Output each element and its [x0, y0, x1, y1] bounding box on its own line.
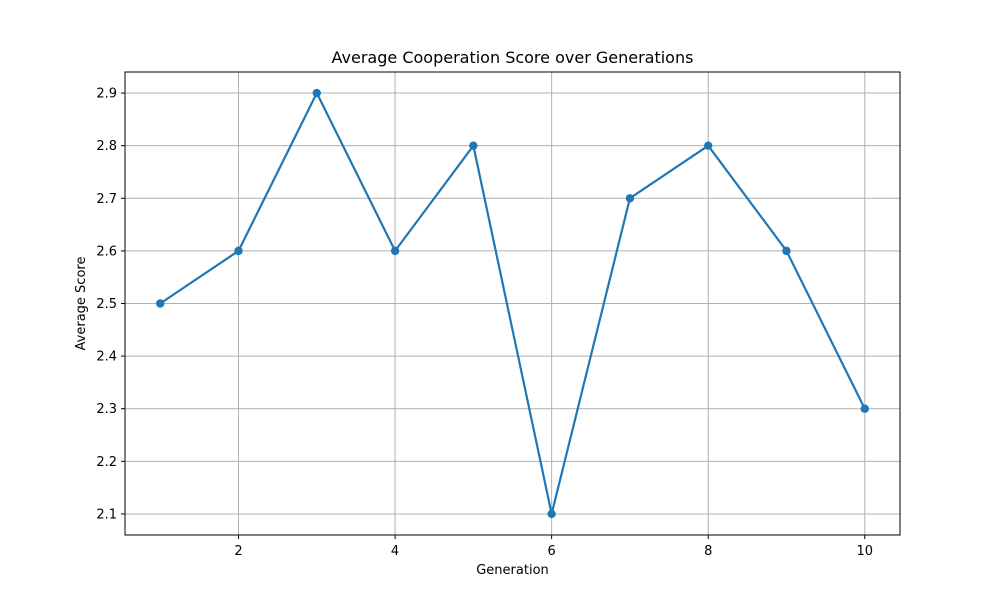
grid	[125, 72, 900, 535]
y-tick-label: 2.4	[96, 350, 117, 365]
x-tick-label: 10	[856, 544, 873, 559]
y-tick-label: 2.3	[96, 402, 117, 417]
y-tick-label: 2.2	[96, 455, 117, 470]
axis-ticks: 2 4 6 8 10 2.1 2.2 2.3 2.4 2.5 2.6 2.7 2.8 2.9	[96, 87, 873, 559]
data-point	[782, 246, 791, 256]
data-point	[312, 88, 321, 98]
x-tick-label: 4	[391, 544, 399, 559]
y-axis-label: Average Score	[74, 257, 89, 351]
x-tick-label: 6	[548, 544, 556, 559]
x-tick-label: 2	[234, 544, 242, 559]
y-tick-label: 2.6	[96, 244, 117, 259]
data-point	[156, 299, 165, 308]
y-tick-label: 2.1	[96, 507, 117, 522]
series-layer	[156, 88, 869, 519]
series-line	[159, 91, 866, 516]
x-tick-label: 8	[704, 544, 712, 559]
data-point	[625, 194, 635, 203]
data-point	[547, 509, 556, 519]
y-tick-label: 2.9	[96, 87, 117, 102]
chart-title: Average Cooperation Score over Generatio…	[332, 48, 694, 67]
y-tick-label: 2.5	[96, 297, 117, 312]
y-tick-label: 2.7	[96, 192, 117, 207]
plot-frame	[124, 71, 901, 536]
data-point	[234, 246, 243, 256]
data-point	[469, 141, 478, 150]
y-tick-label: 2.8	[96, 139, 117, 154]
x-axis-label: Generation	[476, 563, 549, 578]
data-point	[860, 404, 869, 413]
data-point	[704, 141, 713, 150]
data-point	[390, 246, 400, 256]
